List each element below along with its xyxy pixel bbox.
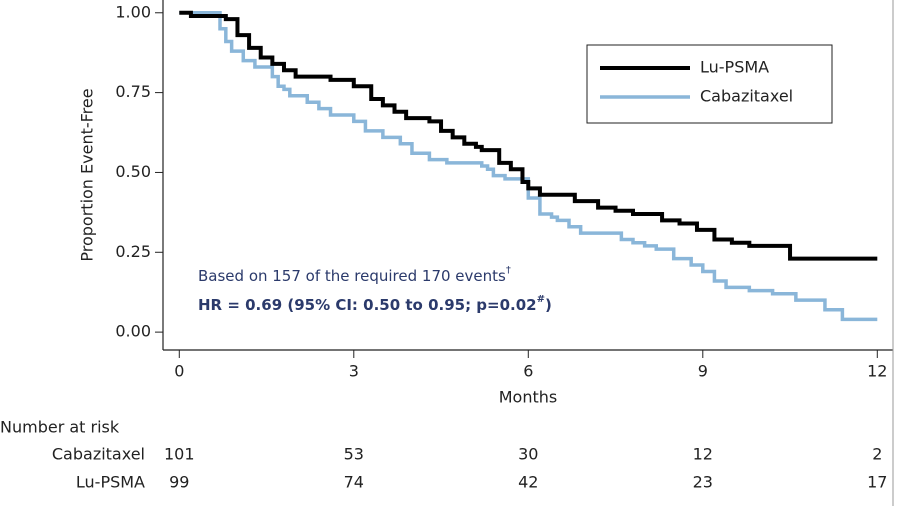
legend-label: Cabazitaxel [700, 87, 793, 106]
risk-count: 99 [169, 473, 189, 492]
annotation-text: HR = 0.69 (95% CI: 0.50 to 0.95; p=0.02 [198, 296, 537, 314]
y-tick-label: 0.75 [115, 82, 151, 101]
y-tick-label: 0.25 [115, 242, 151, 261]
annotation-text: Based on 157 of the required 170 events [198, 267, 506, 285]
x-tick-label: 9 [698, 362, 708, 381]
annotation: HR = 0.69 (95% CI: 0.50 to 0.95; p=0.02#… [198, 294, 552, 314]
x-tick-label: 3 [349, 362, 359, 381]
annotation: Based on 157 of the required 170 events† [198, 265, 511, 285]
survival-curve [179, 11, 878, 322]
x-tick-label: 0 [174, 362, 184, 381]
annotation-sup: † [506, 265, 511, 276]
risk-count: 23 [693, 473, 713, 492]
risk-count: 74 [344, 473, 364, 492]
legend-box [586, 44, 833, 124]
risk-table-title: Number at risk [0, 418, 120, 437]
risk-row-label: Cabazitaxel [52, 445, 145, 464]
x-tick-label: 12 [867, 362, 887, 381]
risk-count: 101 [164, 445, 195, 464]
risk-count: 17 [867, 473, 887, 492]
y-tick-label: 1.00 [115, 2, 151, 21]
y-tick-label: 0.50 [115, 162, 151, 181]
risk-count: 30 [518, 445, 538, 464]
y-axis-label: Proportion Event-Free [78, 88, 97, 261]
risk-row-label: Lu-PSMA [76, 473, 145, 492]
risk-count: 53 [344, 445, 364, 464]
annotation-sup: # [537, 294, 545, 305]
x-tick-label: 6 [523, 362, 533, 381]
annotation-text: ) [545, 296, 552, 314]
y-tick-label: 0.00 [115, 322, 151, 341]
x-axis-label: Months [499, 388, 557, 407]
legend-label: Lu-PSMA [700, 58, 769, 77]
survival-curve [179, 10, 878, 261]
risk-count: 42 [518, 473, 538, 492]
risk-count: 12 [693, 445, 713, 464]
risk-count: 2 [872, 445, 882, 464]
